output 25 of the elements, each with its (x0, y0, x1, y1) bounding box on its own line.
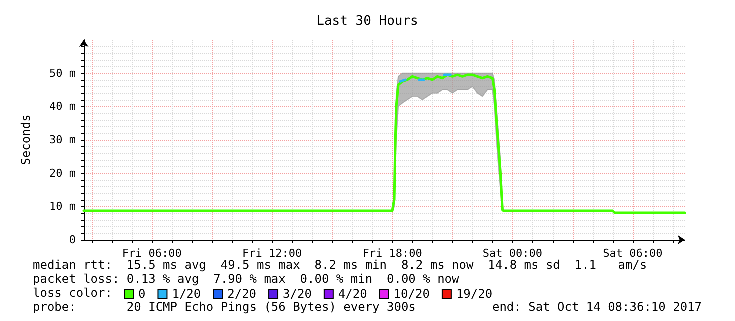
y-tick-label: 0 (69, 234, 76, 246)
y-tick-label: 50 m (50, 66, 76, 80)
legend-label: 1/20 (172, 287, 202, 301)
x-tick-label: Fri 06:00 (122, 247, 182, 260)
legend-label: 10/20 (394, 287, 430, 301)
x-tick-label: Sat 00:00 (482, 247, 543, 260)
x-tick-label: Fri 18:00 (362, 247, 422, 260)
y-tick-label: 20 m (50, 166, 76, 180)
y-axis-title: Seconds (19, 114, 33, 166)
text: packet loss: 0.13 % avg 7.90 % max 0.00 % min 0.00 % now (33, 272, 460, 286)
y-tick-label: 40 m (50, 100, 76, 114)
legend-label: 4/20 (338, 287, 368, 301)
x-tick-label: Sat 06:00 (603, 247, 663, 260)
text: loss color: (33, 286, 112, 300)
text: end: Sat Oct 14 08:36:10 2017 (492, 300, 702, 314)
y-tick-label: 30 m (50, 134, 76, 146)
text: median rtt: 15.5 ms avg 49.5 ms max 8.2 ms min 8.2 ms now 14.8 ms sd 1.1 am/s (33, 258, 648, 272)
x-tick-label: Fri 12:00 (242, 247, 302, 260)
y-tick-label: 10 m (50, 200, 76, 214)
chart-title: Last 30 Hours (316, 14, 418, 29)
legend-label: 3/20 (283, 287, 312, 301)
legend-label: 2/20 (228, 287, 257, 301)
text: probe: 20 ICMP Echo Pings (56 Bytes) every 300s (33, 300, 416, 314)
legend-label: 19/20 (456, 287, 493, 301)
legend-label: 0 (138, 287, 146, 301)
